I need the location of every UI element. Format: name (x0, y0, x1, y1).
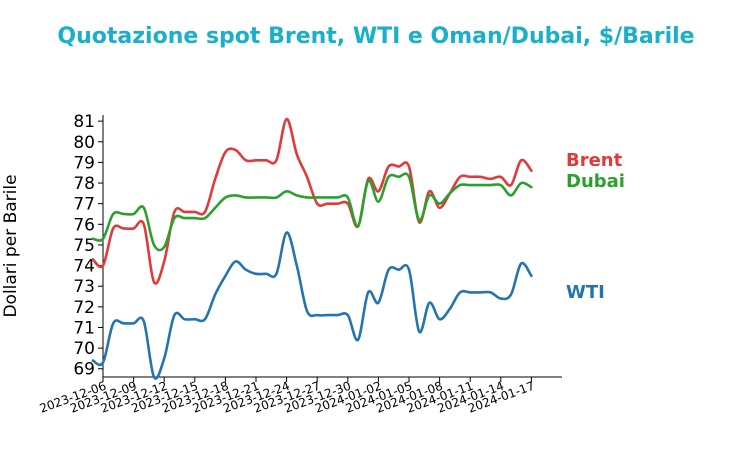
y-tick-label: 76 (73, 215, 95, 235)
x-axis: 2023-12-062023-12-092023-12-122023-12-15… (38, 376, 562, 416)
series-label-wti: WTI (566, 282, 605, 303)
y-tick-label: 79 (73, 153, 95, 173)
y-axis-label: Dollari per Barile (1, 174, 21, 317)
chart-title: Quotazione spot Brent, WTI e Oman/Dubai,… (57, 24, 695, 49)
series-line-brent (91, 117, 533, 285)
y-tick-label: 77 (73, 195, 95, 215)
series-lines (91, 117, 533, 380)
y-tick-label: 78 (73, 174, 95, 194)
y-tick-label: 72 (73, 298, 95, 318)
series-label-brent: Brent (566, 150, 623, 171)
y-tick-label: 75 (73, 236, 95, 256)
y-tick-label: 73 (73, 277, 95, 297)
y-tick-label: 70 (73, 339, 95, 359)
series-line-dubai (91, 172, 533, 252)
y-tick-label: 71 (73, 318, 95, 338)
y-tick-label: 74 (73, 257, 95, 277)
series-label-dubai: Dubai (566, 171, 625, 192)
series-line-wti (91, 231, 533, 380)
y-tick-label: 69 (73, 360, 95, 380)
y-tick-label: 80 (73, 133, 95, 153)
y-tick-label: 81 (73, 112, 95, 132)
